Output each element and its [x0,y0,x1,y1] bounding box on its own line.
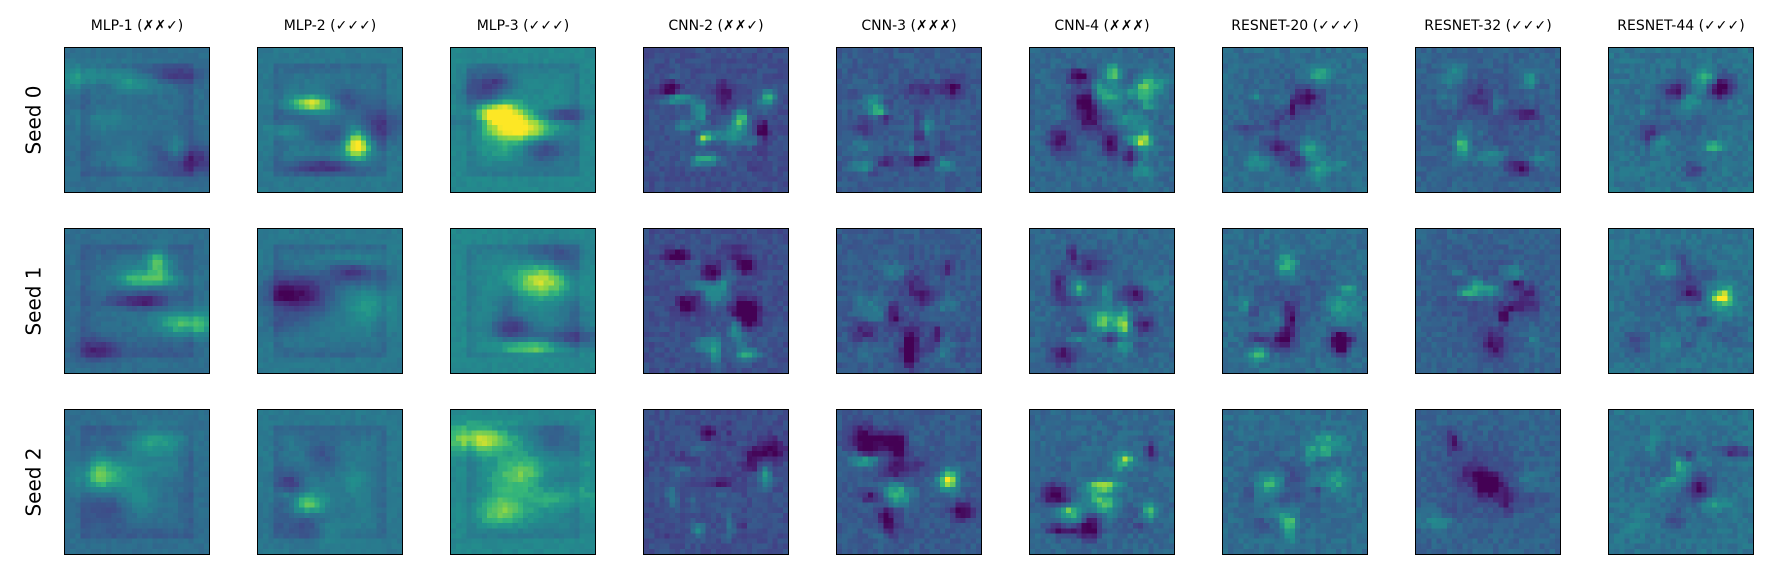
column-title: MLP-3 (✓✓✓) [476,18,570,34]
saliency-image [1030,48,1174,192]
heatmap-panel [1415,47,1561,193]
saliency-image [258,410,402,554]
saliency-image [1609,410,1753,554]
heatmap-panel [1222,409,1368,555]
heatmap-panel [257,409,403,555]
column-title: MLP-2 (✓✓✓) [283,18,377,34]
row-label: Seed 0 [22,85,46,155]
column-title: CNN-4 (✗✗✗) [1054,18,1150,34]
heatmap-panel [1029,228,1175,374]
saliency-image [258,48,402,192]
column-title: CNN-3 (✗✗✗) [861,18,957,34]
heatmap-panel [1029,409,1175,555]
saliency-image [1223,410,1367,554]
saliency-image [1609,48,1753,192]
saliency-image [451,229,595,373]
saliency-image [644,229,788,373]
heatmap-panel [257,47,403,193]
heatmap-panel [1222,228,1368,374]
column-title: RESNET-44 (✓✓✓) [1617,18,1745,34]
saliency-image [1416,229,1560,373]
saliency-image [65,229,209,373]
heatmap-panel [643,228,789,374]
saliency-image [1416,48,1560,192]
saliency-image [644,48,788,192]
heatmap-panel [836,228,982,374]
saliency-image [1609,229,1753,373]
saliency-image [1223,229,1367,373]
heatmap-panel [257,228,403,374]
saliency-image [65,410,209,554]
row-label: Seed 2 [22,447,46,517]
column-title: RESNET-20 (✓✓✓) [1231,18,1359,34]
saliency-image [1030,229,1174,373]
heatmap-panel [450,409,596,555]
heatmap-panel [1222,47,1368,193]
heatmap-panel [450,47,596,193]
heatmap-panel [1415,228,1561,374]
heatmap-panel [64,47,210,193]
column-title: CNN-2 (✗✗✓) [668,18,764,34]
heatmap-panel [64,409,210,555]
column-title: RESNET-32 (✓✓✓) [1424,18,1552,34]
heatmap-panel [64,228,210,374]
heatmap-panel [1029,47,1175,193]
saliency-image [451,410,595,554]
heatmap-panel [1415,409,1561,555]
heatmap-panel [836,47,982,193]
heatmap-panel [1608,409,1754,555]
saliency-image [644,410,788,554]
saliency-image [1416,410,1560,554]
saliency-image [837,410,981,554]
saliency-image [65,48,209,192]
saliency-image [451,48,595,192]
heatmap-panel [450,228,596,374]
heatmap-panel [643,47,789,193]
saliency-image [837,229,981,373]
heatmap-panel [1608,47,1754,193]
row-label: Seed 1 [22,266,46,336]
heatmap-panel [1608,228,1754,374]
heatmap-panel [836,409,982,555]
saliency-image [258,229,402,373]
saliency-image [1223,48,1367,192]
heatmap-panel [643,409,789,555]
saliency-image [1030,410,1174,554]
saliency-image [837,48,981,192]
column-title: MLP-1 (✗✗✓) [90,18,184,34]
